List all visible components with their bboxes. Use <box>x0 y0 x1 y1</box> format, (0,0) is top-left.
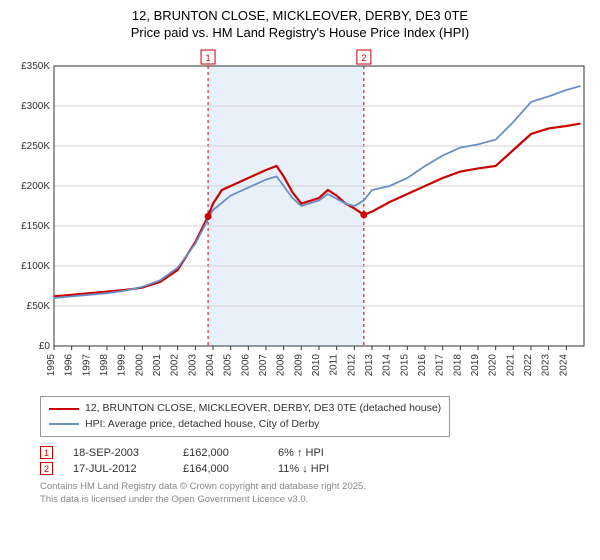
x-tick-label: 2022 <box>523 353 534 376</box>
tx-price: £164,000 <box>183 463 278 475</box>
y-tick-label: £0 <box>39 341 51 352</box>
x-tick-label: 2017 <box>435 353 446 376</box>
y-tick-label: £250K <box>21 141 50 152</box>
legend-swatch <box>49 423 79 425</box>
x-tick-label: 1998 <box>99 353 110 376</box>
legend-row: 12, BRUNTON CLOSE, MICKLEOVER, DERBY, DE… <box>49 401 441 417</box>
tx-delta: 6% ↑ HPI <box>278 447 368 459</box>
svg-text:2: 2 <box>361 53 366 63</box>
x-tick-label: 2003 <box>187 353 198 376</box>
legend: 12, BRUNTON CLOSE, MICKLEOVER, DERBY, DE… <box>40 396 450 438</box>
x-tick-label: 2020 <box>488 353 499 376</box>
x-tick-label: 2006 <box>240 353 251 376</box>
legend-row: HPI: Average price, detached house, City… <box>49 417 441 433</box>
title-line1: 12, BRUNTON CLOSE, MICKLEOVER, DERBY, DE… <box>132 8 468 23</box>
y-tick-label: £300K <box>21 101 50 112</box>
x-tick-label: 2007 <box>258 353 269 376</box>
footer-attribution: Contains HM Land Registry data © Crown c… <box>40 481 590 506</box>
tx-date: 18-SEP-2003 <box>73 447 183 459</box>
x-tick-label: 2010 <box>311 353 322 376</box>
chart-container: 12, BRUNTON CLOSE, MICKLEOVER, DERBY, DE… <box>0 0 600 514</box>
title-line2: Price paid vs. HM Land Registry's House … <box>131 25 469 40</box>
x-tick-label: 2013 <box>364 353 375 376</box>
x-tick-label: 2009 <box>293 353 304 376</box>
x-tick-label: 1996 <box>64 353 75 376</box>
x-tick-label: 2024 <box>558 353 569 376</box>
x-tick-label: 2018 <box>452 353 463 376</box>
x-tick-label: 2014 <box>382 353 393 376</box>
footer-line1: Contains HM Land Registry data © Crown c… <box>40 481 366 492</box>
y-tick-label: £50K <box>27 301 51 312</box>
tx-marker: 2 <box>40 462 53 475</box>
svg-text:1: 1 <box>206 53 211 63</box>
flag-2: 2 <box>357 50 371 64</box>
y-tick-label: £200K <box>21 181 50 192</box>
x-tick-label: 2008 <box>276 353 287 376</box>
x-tick-label: 2012 <box>346 353 357 376</box>
x-tick-label: 2002 <box>170 353 181 376</box>
y-tick-label: £350K <box>21 61 50 72</box>
transaction-row: 2 17-JUL-2012£164,00011% ↓ HPI <box>40 462 590 475</box>
legend-label: 12, BRUNTON CLOSE, MICKLEOVER, DERBY, DE… <box>85 401 441 417</box>
sale-marker <box>360 211 367 218</box>
tx-marker: 1 <box>40 446 53 459</box>
x-tick-label: 2005 <box>223 353 234 376</box>
x-tick-label: 2023 <box>541 353 552 376</box>
tx-price: £162,000 <box>183 447 278 459</box>
x-tick-label: 2015 <box>399 353 410 376</box>
x-tick-label: 2004 <box>205 353 216 376</box>
shaded-band <box>208 66 364 346</box>
line-chart-svg: £0 £50K £100K £150K £200K £250K £300K £350K 1995… <box>10 48 590 388</box>
x-tick-label: 2016 <box>417 353 428 376</box>
x-tick-label: 2011 <box>329 353 340 375</box>
flag-1: 1 <box>201 50 215 64</box>
footer-line2: This data is licensed under the Open Gov… <box>40 494 308 505</box>
x-tick-label: 1997 <box>81 353 92 376</box>
x-tick-label: 2001 <box>152 353 163 376</box>
x-tick-label: 1999 <box>117 353 128 376</box>
chart-title: 12, BRUNTON CLOSE, MICKLEOVER, DERBY, DE… <box>10 8 590 42</box>
x-tick-label: 1995 <box>46 353 57 376</box>
x-tick-label: 2019 <box>470 353 481 376</box>
y-tick-label: £100K <box>21 261 50 272</box>
y-tick-label: £150K <box>21 221 50 232</box>
tx-delta: 11% ↓ HPI <box>278 463 368 475</box>
chart-area: £0 £50K £100K £150K £200K £250K £300K £350K 1995… <box>10 48 590 388</box>
tx-date: 17-JUL-2012 <box>73 463 183 475</box>
sale-marker <box>205 213 212 220</box>
x-tick-label: 2021 <box>505 353 516 376</box>
legend-swatch <box>49 408 79 410</box>
legend-label: HPI: Average price, detached house, City… <box>85 417 319 433</box>
transaction-list: 1 18-SEP-2003£162,0006% ↑ HPI 2 17-JUL-2012… <box>10 446 590 475</box>
x-tick-label: 2000 <box>134 353 145 376</box>
transaction-row: 1 18-SEP-2003£162,0006% ↑ HPI <box>40 446 590 459</box>
